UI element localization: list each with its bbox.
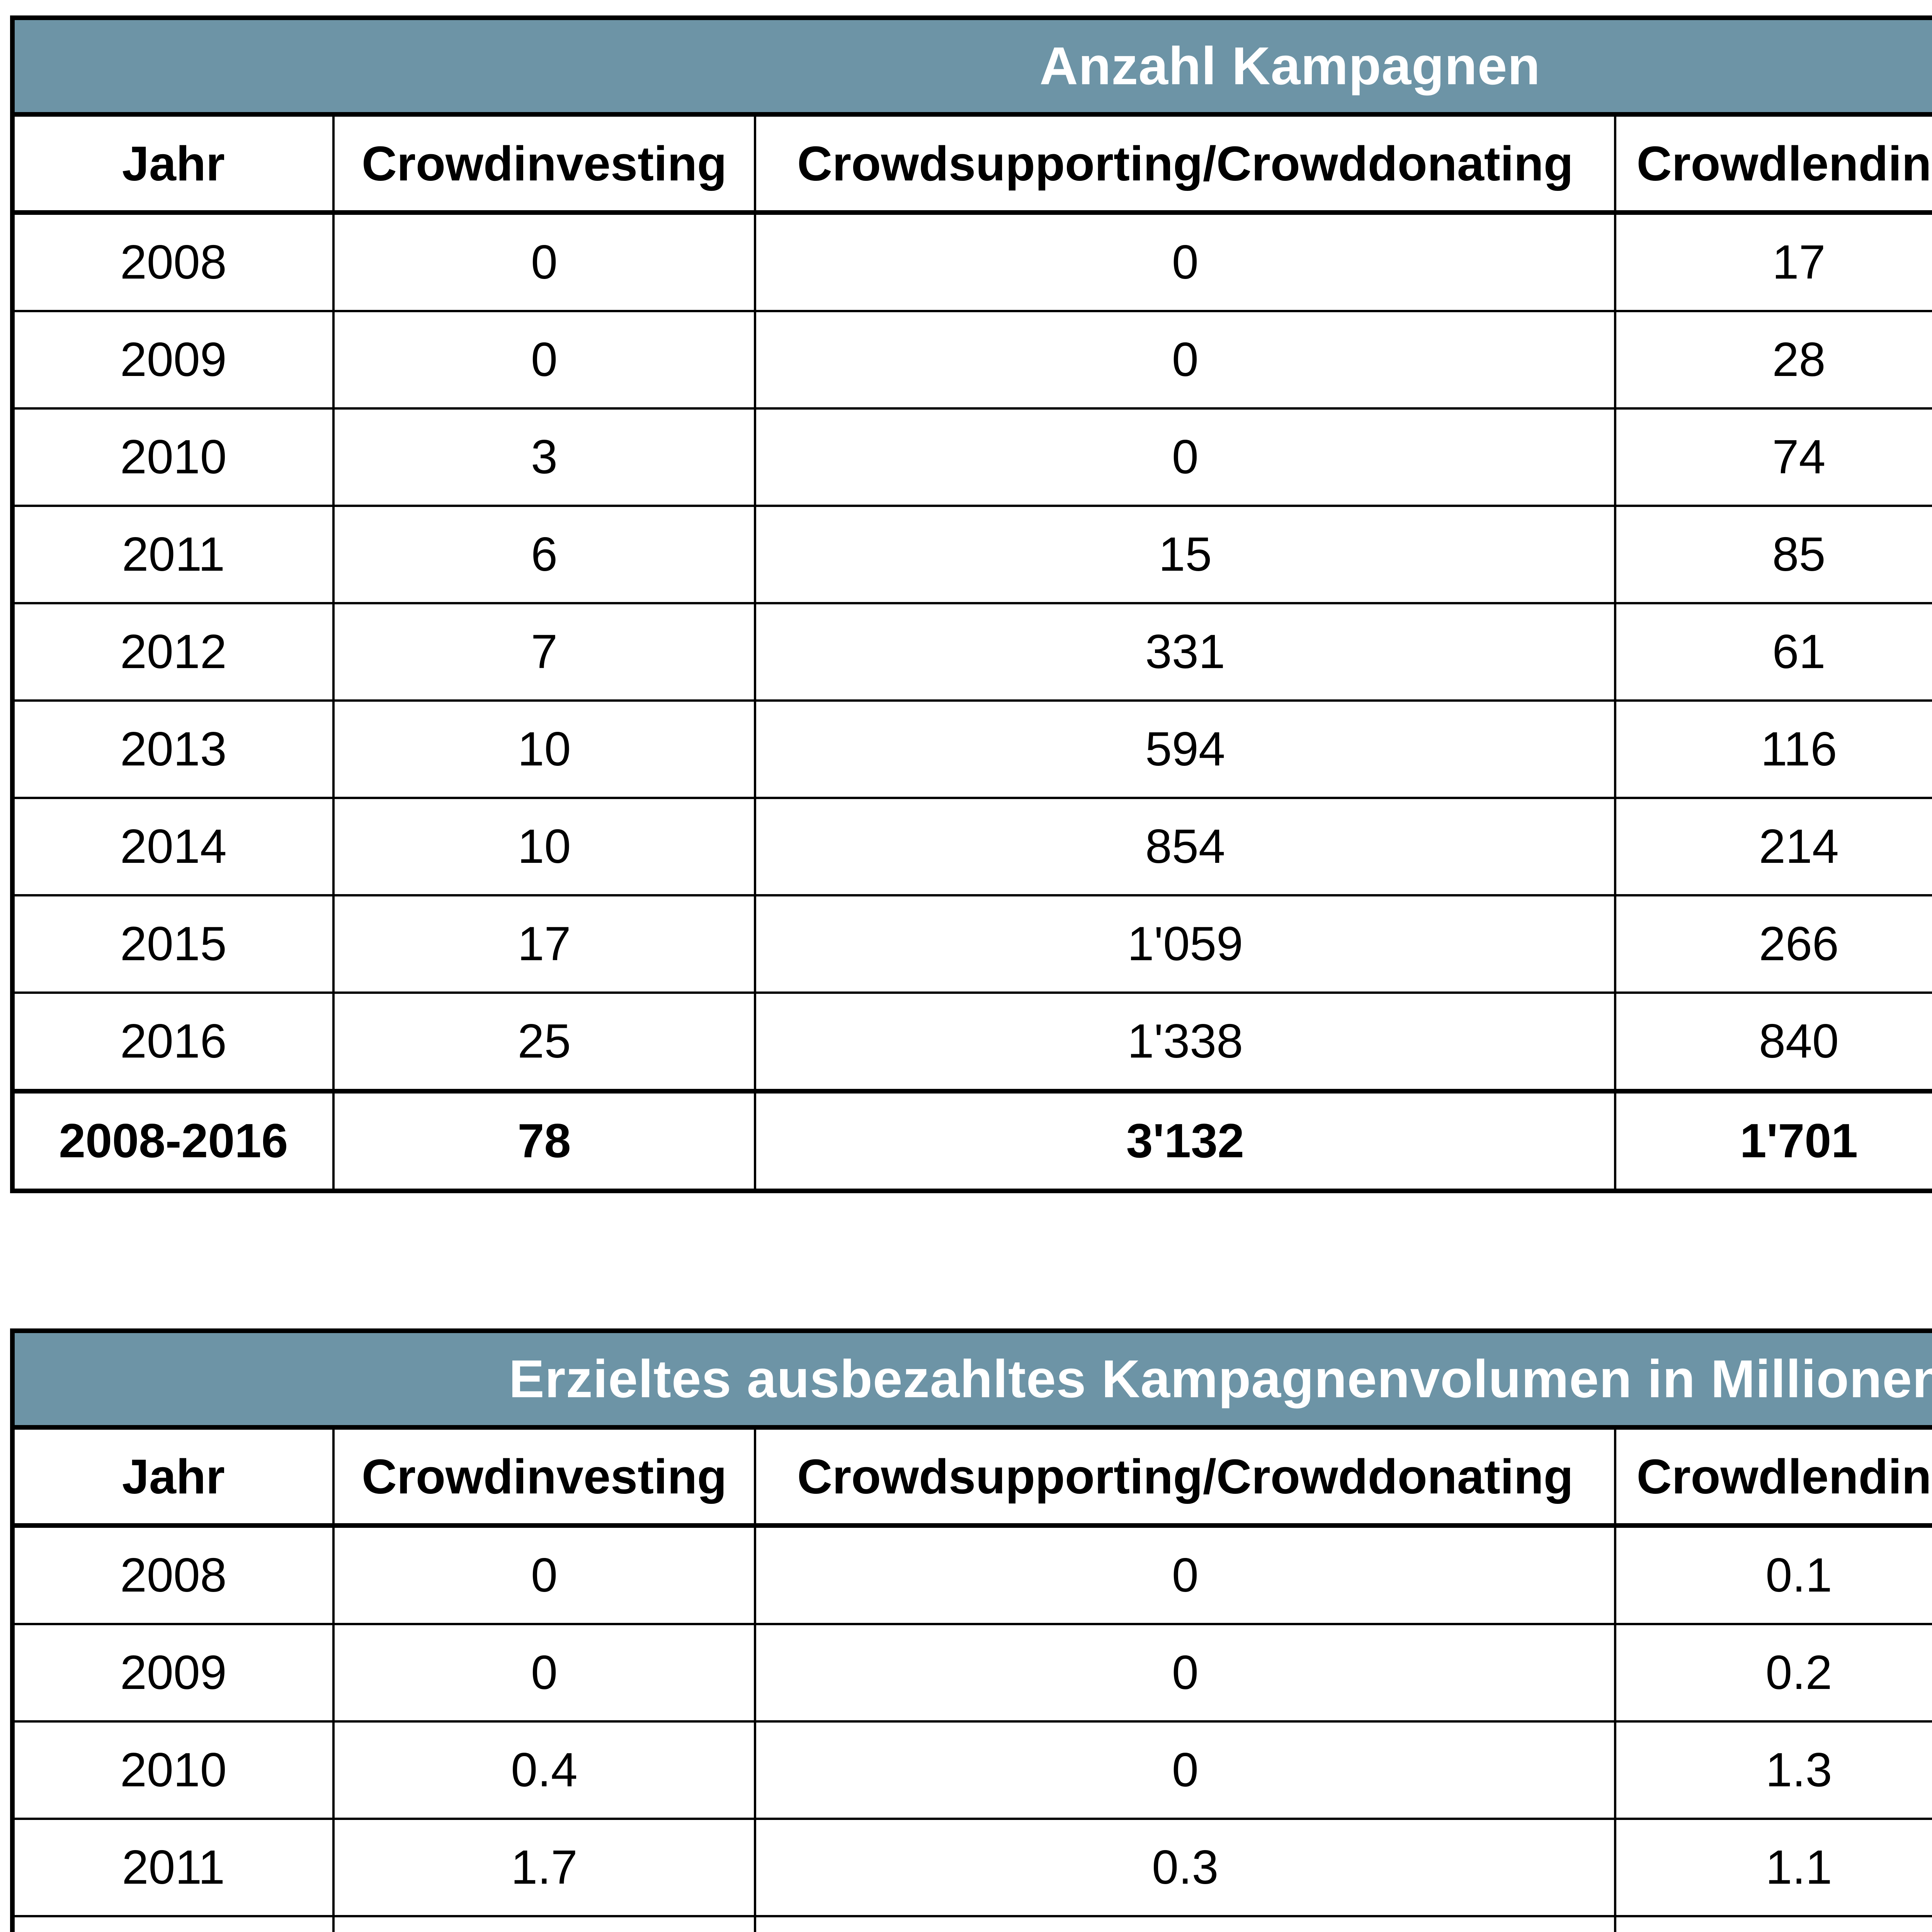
value-cell: 214 — [1614, 797, 1932, 896]
value-cell: 10 — [332, 797, 757, 896]
year-cell: 2008-2016 — [11, 1089, 335, 1192]
value-cell: 0.4 — [332, 1720, 757, 1820]
value-cell: 0.3 — [754, 1818, 1617, 1917]
table-title-row: Anzahl Kampagnen — [11, 17, 1932, 117]
value-cell: 0 — [332, 211, 757, 312]
value-cell: 116 — [1614, 699, 1932, 799]
value-cell: 28 — [1614, 310, 1932, 410]
value-cell: 78 — [332, 1089, 757, 1192]
column-header-crowdinvesting: Crowdinvesting — [332, 1426, 757, 1528]
column-header-jahr: Jahr — [11, 1426, 335, 1528]
value-cell: 0 — [332, 1623, 757, 1723]
year-cell: 2010 — [11, 1720, 335, 1820]
value-cell: 0.2 — [1614, 1623, 1932, 1723]
value-cell: 0 — [754, 1524, 1617, 1625]
year-cell: 2016 — [11, 992, 335, 1092]
value-cell: 1'701 — [1614, 1089, 1932, 1192]
year-cell: 2011 — [11, 505, 335, 604]
value-cell: 3'132 — [754, 1089, 1617, 1192]
value-cell: 0.9 — [1614, 1915, 1932, 1932]
value-cell: 6 — [332, 505, 757, 604]
table-gap — [10, 1193, 1932, 1328]
value-cell: 854 — [754, 797, 1617, 896]
year-cell: 2014 — [11, 797, 335, 896]
value-cell: 25 — [332, 992, 757, 1092]
table-row: 20141085421401'078 — [11, 797, 1932, 896]
value-cell: 266 — [1614, 894, 1932, 994]
value-cell: 0 — [754, 310, 1617, 410]
table-title-row: Erzieltes ausbezahltes Kampagnenvolumen … — [11, 1330, 1932, 1430]
table-title: Anzahl Kampagnen — [11, 17, 1932, 117]
value-cell: 840 — [1614, 992, 1932, 1092]
value-cell: 0 — [754, 407, 1617, 507]
column-header-crowdsupporting: Crowdsupporting/Crowddonating — [754, 1426, 1617, 1528]
value-cell: 1'338 — [754, 992, 1617, 1092]
year-cell: 2009 — [11, 1623, 335, 1723]
value-cell: 17 — [332, 894, 757, 994]
table-title: Erzieltes ausbezahltes Kampagnenvolumen … — [11, 1330, 1932, 1430]
value-cell: 1.7 — [332, 1818, 757, 1917]
value-cell: 85 — [1614, 505, 1932, 604]
value-cell: 61 — [1614, 602, 1932, 702]
year-cell: 2013 — [11, 699, 335, 799]
table-row: 20080017017 — [11, 211, 1932, 312]
value-cell: 0 — [754, 1623, 1617, 1723]
value-cell: 0.1 — [1614, 1524, 1932, 1625]
campaigns-count-table: Anzahl Kampagnen Jahr Crowdinvesting Cro… — [10, 15, 1932, 1193]
year-cell: 2008 — [11, 1524, 335, 1625]
table-row: 20090028028 — [11, 310, 1932, 410]
column-header-crowdsupporting: Crowdsupporting/Crowddonating — [754, 113, 1617, 215]
value-cell: 594 — [754, 699, 1617, 799]
year-cell: 2009 — [11, 310, 335, 410]
value-cell: 0 — [332, 1524, 757, 1625]
table-header-row: Jahr Crowdinvesting Crowdsupporting/Crow… — [11, 113, 1932, 215]
value-cell: 74 — [1614, 407, 1932, 507]
value-cell: 10 — [332, 699, 757, 799]
year-cell: 2008 — [11, 211, 335, 312]
value-cell: 1.3 — [1614, 1720, 1932, 1820]
year-cell: 2015 — [11, 894, 335, 994]
column-header-crowdlending: Crowdlending — [1614, 1426, 1932, 1528]
campaign-volume-table: Erzieltes ausbezahltes Kampagnenvolumen … — [10, 1328, 1932, 1932]
table-row: 20127331610399 — [11, 602, 1932, 702]
table-header-row: Jahr Crowdinvesting Crowdsupporting/Crow… — [11, 1426, 1932, 1528]
value-cell: 0 — [754, 1720, 1617, 1820]
column-header-crowdlending: Crowdlending — [1614, 113, 1932, 215]
year-cell: 2010 — [11, 407, 335, 507]
column-header-jahr: Jahr — [11, 113, 335, 215]
value-cell: 2.5 — [754, 1915, 1617, 1932]
value-cell: 331 — [754, 602, 1617, 702]
value-cell: 15 — [754, 505, 1617, 604]
value-cell: 0 — [754, 211, 1617, 312]
year-cell: 2012 — [11, 1915, 335, 1932]
year-cell: 2012 — [11, 602, 335, 702]
campaigns-count-table-section: Anzahl Kampagnen Jahr Crowdinvesting Cro… — [10, 15, 1932, 1193]
value-cell: 0 — [332, 310, 757, 410]
table-row: 2013105941160720 — [11, 699, 1932, 799]
column-header-crowdinvesting: Crowdinvesting — [332, 113, 757, 215]
table-row: 20103074077 — [11, 407, 1932, 507]
value-cell: 1.1 — [1614, 1818, 1932, 1917]
year-cell: 2011 — [11, 1818, 335, 1917]
value-cell: 17 — [1614, 211, 1932, 312]
value-cell: 1.9 — [332, 1915, 757, 1932]
value-cell: 1'059 — [754, 894, 1617, 994]
value-cell: 3 — [332, 407, 757, 507]
value-cell: 7 — [332, 602, 757, 702]
campaign-volume-table-section: Erzieltes ausbezahltes Kampagnenvolumen … — [10, 1328, 1932, 1932]
table-row: 20121.92.50.905.3 — [11, 1915, 1932, 1932]
table-row: 2011615850106 — [11, 505, 1932, 604]
